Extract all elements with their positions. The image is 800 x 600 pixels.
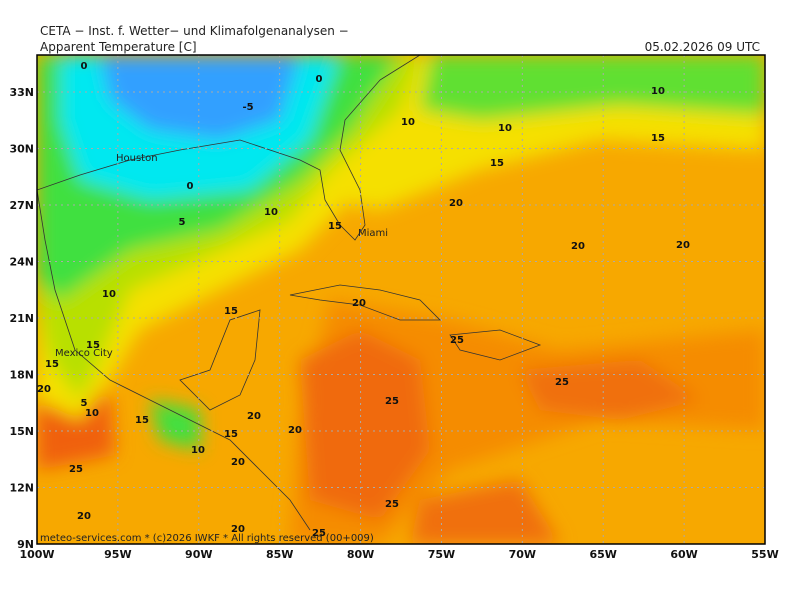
map-frame bbox=[36, 54, 766, 545]
contour-label: 15 bbox=[45, 359, 59, 370]
contour-label: 10 bbox=[264, 207, 278, 218]
contour-label: 20 bbox=[231, 524, 245, 535]
contour-label: 0 bbox=[316, 74, 323, 85]
contour-label: 20 bbox=[37, 384, 51, 395]
lon-label: 55W bbox=[751, 548, 778, 561]
contour-label: 10 bbox=[651, 86, 665, 97]
contour-label: 20 bbox=[449, 198, 463, 209]
contour-label: 5 bbox=[179, 217, 186, 228]
contour-label: 20 bbox=[247, 411, 261, 422]
lat-label: 24N bbox=[9, 256, 34, 269]
contour-label: 15 bbox=[224, 306, 238, 317]
lon-label: 95W bbox=[104, 548, 131, 561]
contour-label: 25 bbox=[450, 335, 464, 346]
contour-label: 10 bbox=[102, 289, 116, 300]
contour-label: 25 bbox=[69, 464, 83, 475]
contour-label: 10 bbox=[191, 445, 205, 456]
lat-label: 12N bbox=[9, 482, 34, 495]
contour-label: 10 bbox=[401, 117, 415, 128]
contour-label: 5 bbox=[81, 398, 88, 409]
contour-label: 15 bbox=[86, 340, 100, 351]
city-label: Miami bbox=[358, 228, 388, 239]
lat-label: 30N bbox=[9, 143, 34, 156]
contour-label: 25 bbox=[385, 396, 399, 407]
city-label: Houston bbox=[116, 153, 158, 164]
lat-label: 27N bbox=[9, 199, 34, 212]
contour-label: 15 bbox=[490, 158, 504, 169]
contour-label: 25 bbox=[312, 528, 326, 539]
contour-label: 25 bbox=[555, 377, 569, 388]
contour-label: 20 bbox=[676, 240, 690, 251]
footer: meteo-services.com * (c)2026 IWKF * All … bbox=[40, 533, 374, 544]
lat-label: 9N bbox=[17, 538, 34, 551]
lon-label: 80W bbox=[347, 548, 374, 561]
contour-label: 15 bbox=[135, 415, 149, 426]
coastlines bbox=[37, 55, 542, 531]
lon-label: 100W bbox=[19, 548, 54, 561]
contour-label: 25 bbox=[385, 499, 399, 510]
lon-label: 85W bbox=[266, 548, 293, 561]
map-title: Apparent Temperature [C] bbox=[40, 40, 197, 54]
lat-label: 33N bbox=[9, 86, 34, 99]
valid-time: 05.02.2026 09 UTC bbox=[645, 40, 760, 54]
source-text: CETA − Inst. f. Wetter− und Klimafolgena… bbox=[40, 24, 349, 38]
lon-label: 70W bbox=[509, 548, 536, 561]
contour-label: 0 bbox=[81, 61, 88, 72]
lat-label: 18N bbox=[9, 369, 34, 382]
contour-label: 10 bbox=[498, 123, 512, 134]
contour-label: 15 bbox=[224, 429, 238, 440]
contour-label: 20 bbox=[231, 457, 245, 468]
contour-label: 20 bbox=[571, 241, 585, 252]
lon-label: 75W bbox=[428, 548, 455, 561]
lon-label: 60W bbox=[670, 548, 697, 561]
lon-label: 90W bbox=[185, 548, 212, 561]
lat-label: 15N bbox=[9, 425, 34, 438]
contour-label: 20 bbox=[352, 298, 366, 309]
contour-label: 15 bbox=[651, 133, 665, 144]
contour-label: 10 bbox=[85, 408, 99, 419]
temperature-field bbox=[37, 55, 765, 544]
contour-label: 20 bbox=[288, 425, 302, 436]
lat-label: 21N bbox=[9, 312, 34, 325]
contour-label: 15 bbox=[328, 221, 342, 232]
contour-label: 0 bbox=[187, 181, 194, 192]
lon-label: 65W bbox=[589, 548, 616, 561]
contour-label: 20 bbox=[77, 511, 91, 522]
contour-label: -5 bbox=[242, 102, 253, 113]
city-label: Mexico City bbox=[55, 348, 113, 359]
